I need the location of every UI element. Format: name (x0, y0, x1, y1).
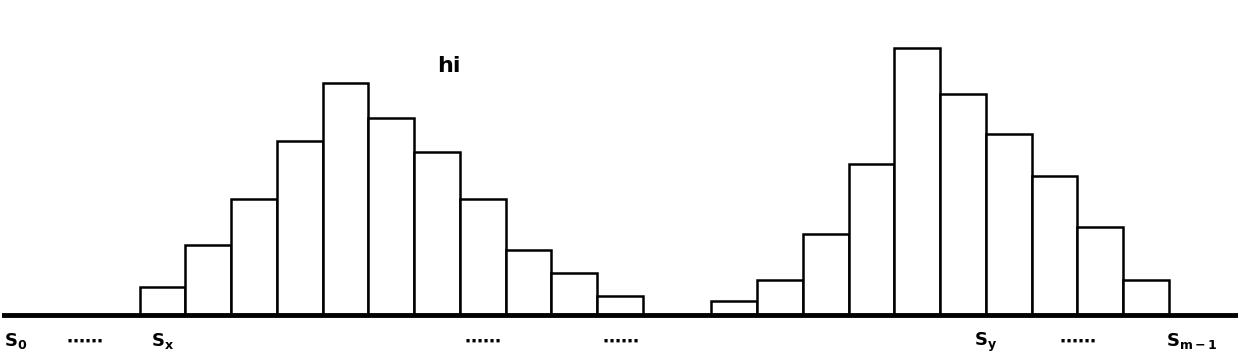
Bar (895, 48, 940, 315)
Bar (232, 199, 276, 315)
Bar (506, 250, 551, 315)
Bar (460, 199, 506, 315)
Bar (803, 234, 849, 315)
Bar (140, 287, 186, 315)
Bar (368, 118, 414, 315)
Bar (322, 83, 368, 315)
Bar (597, 296, 643, 315)
Text: hi: hi (437, 56, 461, 76)
Bar (940, 94, 986, 315)
Bar (414, 152, 460, 315)
Text: $\mathbf{S_y}$: $\mathbf{S_y}$ (974, 331, 997, 354)
Text: $\mathbf{S_{m-1}}$: $\mathbf{S_{m-1}}$ (1166, 331, 1218, 351)
Text: $\mathbf{\cdots\cdots}$: $\mathbf{\cdots\cdots}$ (465, 331, 501, 349)
Bar (186, 245, 232, 315)
Bar (986, 134, 1032, 315)
Bar (1078, 226, 1124, 315)
Text: $\mathbf{\cdots\cdots}$: $\mathbf{\cdots\cdots}$ (67, 331, 103, 349)
Text: $\mathbf{\cdots\cdots}$: $\mathbf{\cdots\cdots}$ (1059, 331, 1095, 349)
Bar (1032, 176, 1078, 315)
Bar (757, 280, 803, 315)
Bar (711, 301, 757, 315)
Bar (1124, 280, 1168, 315)
Text: $\mathbf{\cdots\cdots}$: $\mathbf{\cdots\cdots}$ (602, 331, 638, 349)
Bar (276, 141, 322, 315)
Text: $\mathbf{S_x}$: $\mathbf{S_x}$ (151, 331, 173, 351)
Bar (849, 164, 895, 315)
Text: $\mathbf{S_0}$: $\mathbf{S_0}$ (5, 331, 27, 351)
Bar (551, 273, 597, 315)
